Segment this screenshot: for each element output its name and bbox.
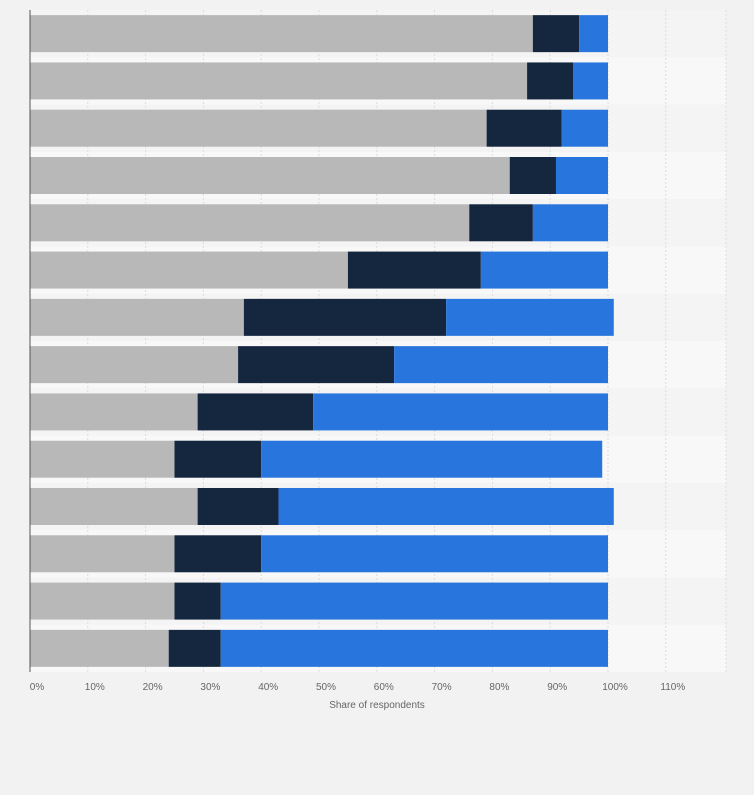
x-tick-label: 10%	[85, 682, 105, 693]
x-tick-label: 0%	[30, 682, 45, 693]
x-tick-label: 40%	[258, 682, 278, 693]
bar-segment	[579, 15, 608, 53]
bar-segment	[527, 62, 574, 100]
bar-segment	[261, 535, 608, 573]
bar-segment	[220, 629, 609, 667]
bar-segment	[532, 15, 580, 53]
bar-segment	[394, 346, 608, 384]
bar-segment	[509, 157, 556, 194]
bar-segment	[197, 393, 314, 431]
x-tick-label: 100%	[602, 682, 628, 693]
bar-segment	[480, 251, 608, 289]
x-tick-label: 110%	[660, 682, 685, 693]
bar-segment	[446, 298, 614, 336]
bar-segment	[555, 157, 608, 194]
bar-segment	[30, 15, 533, 53]
bar-segment	[30, 535, 175, 573]
bar-segment	[30, 251, 348, 289]
bar-segment	[30, 440, 175, 478]
x-tick-label: 30%	[200, 682, 220, 693]
bar-segment	[573, 62, 608, 100]
bar-segment	[220, 582, 609, 620]
x-axis-title: Share of respondents	[329, 700, 425, 711]
bar-segment	[532, 204, 608, 242]
bar-segment	[197, 488, 279, 525]
bar-segment	[30, 488, 198, 525]
bar-segment	[30, 393, 198, 431]
bar-segment	[347, 251, 481, 289]
x-tick-label: 60%	[374, 682, 394, 693]
bar-segment	[313, 393, 608, 431]
bar-segment	[243, 298, 447, 336]
bar-segment	[174, 582, 221, 620]
bar-segment	[30, 204, 470, 242]
x-tick-label: 50%	[316, 682, 336, 693]
bar-segment	[30, 109, 487, 147]
bar-segment	[561, 109, 608, 147]
bar-segment	[30, 582, 175, 620]
x-tick-label: 90%	[547, 682, 567, 693]
bar-segment	[486, 109, 562, 147]
bar-segment	[30, 157, 510, 194]
bar-segment	[30, 62, 528, 100]
x-tick-label: 80%	[489, 682, 509, 693]
bar-segment	[30, 346, 239, 384]
bar-segment	[238, 346, 395, 384]
bar-segment	[174, 440, 262, 478]
bar-segment	[168, 629, 221, 667]
bar-segment	[30, 298, 244, 336]
bar-segment	[261, 440, 603, 478]
x-tick-label: 70%	[432, 682, 452, 693]
x-tick-label: 20%	[143, 682, 163, 693]
bar-segment	[469, 204, 533, 242]
bar-segment	[174, 535, 262, 573]
bar-segment	[278, 488, 614, 525]
bar-segment	[30, 629, 169, 667]
